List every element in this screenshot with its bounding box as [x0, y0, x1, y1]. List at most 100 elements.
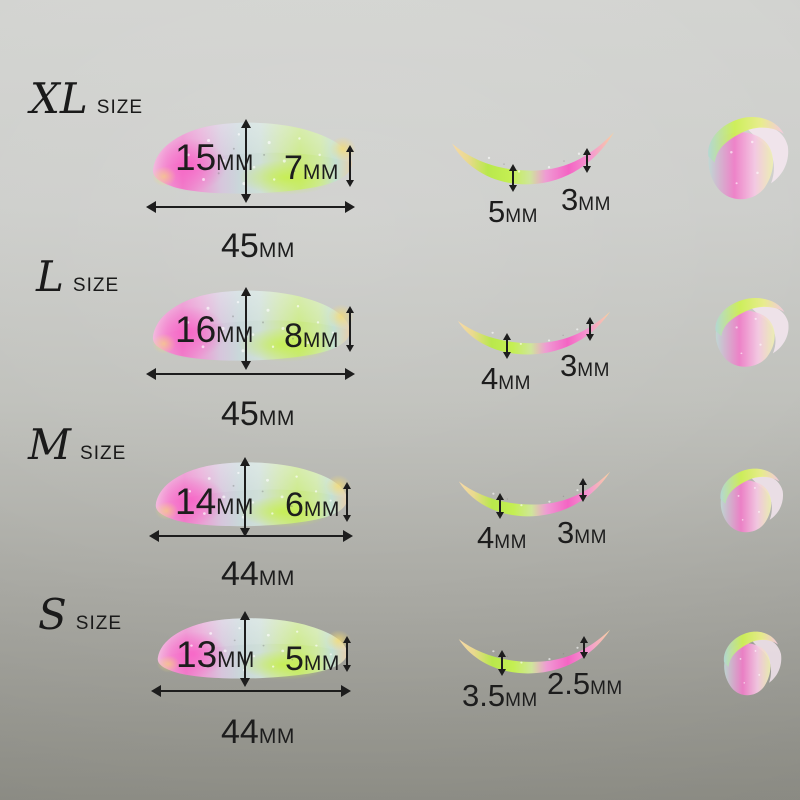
length-arrow-icon	[148, 373, 353, 375]
measurement-value: 7	[284, 149, 303, 187]
size-letter: S	[38, 590, 67, 639]
length-arrow-icon	[151, 535, 351, 537]
measurement-unit: MM	[258, 407, 295, 430]
measurement-value: 15	[175, 137, 217, 178]
edge-height-arrow-icon	[346, 638, 348, 670]
edge-height-label: 6 MM	[285, 488, 340, 522]
edge-height-arrow-icon	[346, 484, 348, 520]
pad-3d-view	[708, 117, 789, 200]
size-label: S SIZE	[38, 594, 122, 636]
center-height-label: 15 MM	[175, 139, 254, 176]
measurement-value: 3.5	[462, 678, 506, 713]
height-arrow-icon	[244, 459, 246, 535]
size-suffix: SIZE	[75, 613, 123, 634]
curve-mid-arrow-icon	[512, 166, 514, 190]
measurement-unit: MM	[498, 373, 531, 394]
center-height-label: 13 MM	[176, 636, 255, 673]
edge-height-label: 7 MM	[284, 151, 339, 185]
measurement-value: 45	[221, 227, 259, 265]
size-letter: L	[36, 252, 64, 301]
measurement-value: 45	[221, 395, 259, 433]
measurement-value: 16	[175, 309, 217, 350]
measurement-unit: MM	[217, 647, 255, 672]
measurement-value: 13	[176, 634, 218, 675]
size-label: L SIZE	[36, 256, 119, 298]
curve-tip-label: 3 MM	[560, 350, 610, 381]
curve-mid-label: 5 MM	[488, 196, 538, 227]
measurement-value: 5	[488, 194, 506, 229]
measurement-unit: MM	[258, 725, 295, 748]
measurement-value: 14	[175, 481, 217, 522]
curve-mid-label: 4 MM	[481, 363, 531, 394]
measurement-value: 8	[284, 317, 303, 355]
length-arrow-icon	[148, 206, 353, 208]
measurement-unit: MM	[302, 161, 339, 184]
measurement-unit: MM	[494, 532, 527, 553]
length-label: 44 MM	[221, 557, 295, 591]
curve-tip-arrow-icon	[582, 480, 584, 500]
measurement-unit: MM	[258, 567, 295, 590]
curve-tip-label: 3 MM	[561, 184, 611, 215]
pad-3d-view	[723, 631, 782, 696]
edge-height-label: 8 MM	[284, 319, 339, 353]
measurement-unit: MM	[590, 678, 623, 699]
measurement-unit: MM	[216, 150, 254, 175]
length-label: 44 MM	[221, 715, 295, 749]
size-letter: XL	[30, 74, 88, 123]
length-label: 45 MM	[221, 397, 295, 431]
size-suffix: SIZE	[80, 443, 127, 464]
measurement-value: 44	[221, 555, 259, 593]
measurement-unit: MM	[303, 498, 340, 521]
curve-tip-label: 2.5 MM	[547, 668, 623, 699]
height-arrow-icon	[245, 121, 247, 201]
measurement-value: 6	[285, 486, 304, 524]
length-arrow-icon	[153, 690, 349, 692]
length-label: 45 MM	[221, 229, 295, 263]
measurement-value: 44	[221, 713, 259, 751]
measurement-unit: MM	[303, 652, 340, 675]
measurement-unit: MM	[505, 206, 538, 227]
pad-3d-view	[715, 298, 789, 367]
measurement-unit: MM	[578, 194, 611, 215]
curve-mid-label: 4 MM	[477, 522, 527, 553]
curve-mid-arrow-icon	[506, 335, 508, 357]
measurement-unit: MM	[577, 360, 610, 381]
pad-top-view	[458, 471, 611, 517]
size-suffix: SIZE	[72, 275, 120, 296]
height-arrow-icon	[244, 613, 246, 685]
center-height-label: 14 MM	[175, 483, 254, 520]
edge-height-arrow-icon	[349, 147, 351, 185]
pad-top-view	[452, 132, 614, 185]
pad-3d-view	[720, 468, 784, 533]
curve-mid-label: 3.5 MM	[462, 680, 538, 711]
curve-tip-label: 3 MM	[557, 517, 607, 548]
curve-mid-arrow-icon	[499, 495, 501, 517]
size-letter: M	[28, 420, 72, 469]
edge-height-label: 5 MM	[285, 642, 340, 676]
measurement-unit: MM	[258, 239, 295, 262]
curve-tip-arrow-icon	[583, 638, 585, 657]
measurement-value: 4	[481, 361, 499, 396]
curve-tip-arrow-icon	[586, 150, 588, 171]
measurement-unit: MM	[216, 322, 254, 347]
measurement-value: 3	[561, 182, 579, 217]
curve-tip-arrow-icon	[589, 319, 591, 339]
measurement-value: 3	[557, 515, 575, 550]
edge-height-arrow-icon	[349, 308, 351, 350]
center-height-label: 16 MM	[175, 311, 254, 348]
measurement-value: 5	[285, 640, 304, 678]
height-arrow-icon	[245, 289, 247, 368]
measurement-value: 3	[560, 348, 578, 383]
measurement-unit: MM	[302, 329, 339, 352]
size-label: XL SIZE	[30, 78, 143, 120]
measurement-value: 2.5	[547, 666, 591, 701]
measurement-unit: MM	[574, 527, 607, 548]
size-label: M SIZE	[28, 424, 126, 466]
measurement-unit: MM	[216, 494, 254, 519]
measurement-value: 4	[477, 520, 495, 555]
curve-mid-arrow-icon	[501, 652, 503, 674]
measurement-unit: MM	[505, 690, 538, 711]
size-suffix: SIZE	[96, 97, 144, 118]
